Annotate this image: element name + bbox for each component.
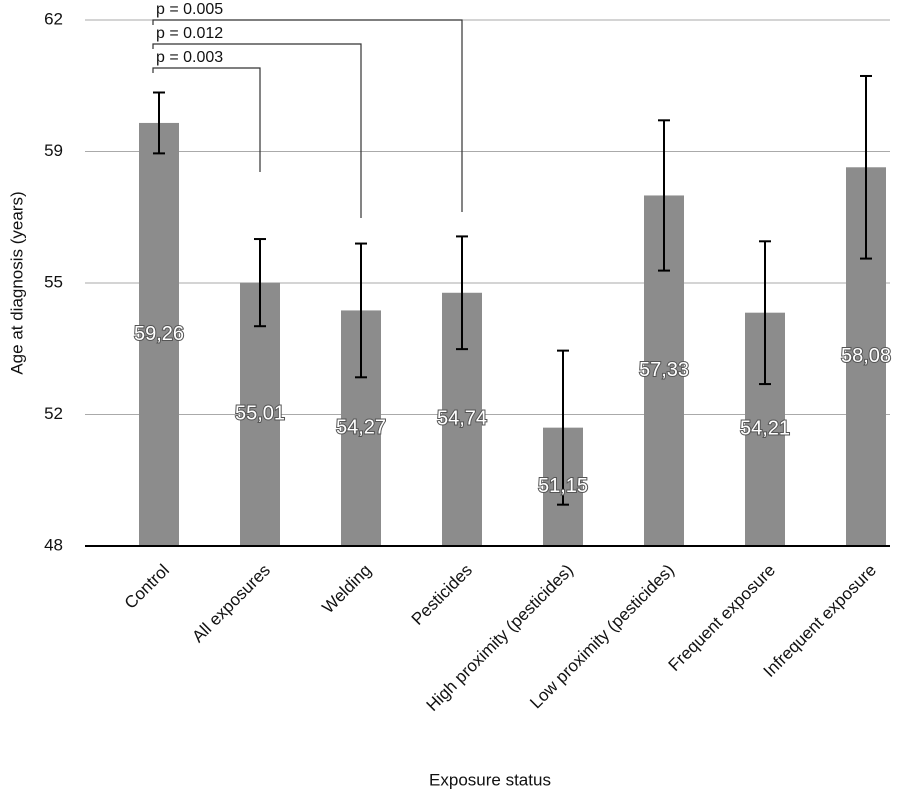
value-label: 54,74 — [437, 408, 487, 430]
value-label: 58,08 — [841, 345, 891, 367]
y-tick-label: 48 — [44, 535, 63, 554]
value-label: 54,27 — [336, 416, 386, 438]
x-axis-title: Exposure status — [429, 770, 551, 789]
significance-bracket — [152, 67, 261, 172]
x-tick-label: Pesticides — [408, 561, 476, 629]
error-bar — [355, 242, 367, 379]
error-bar — [658, 119, 670, 272]
p-value: p = 0.012 — [156, 25, 223, 42]
p-value: p = 0.003 — [156, 49, 223, 66]
error-bar — [153, 91, 165, 155]
y-axis-title: Age at diagnosis (years) — [7, 191, 26, 374]
error-bar — [254, 238, 266, 328]
error-bar — [456, 235, 468, 351]
x-tick-label: Infrequent exposure — [760, 561, 880, 681]
value-label: 51,15 — [538, 475, 588, 497]
y-tick-label: 55 — [44, 272, 63, 291]
y-tick-label: 62 — [44, 9, 63, 28]
value-label: 55,01 — [235, 403, 285, 425]
x-tick-label: Control — [121, 561, 173, 613]
x-tick-label: Welding — [318, 561, 375, 618]
error-bar — [860, 74, 872, 260]
significance-bracket — [152, 19, 463, 212]
y-tick-label: 59 — [44, 141, 63, 160]
error-bar — [759, 240, 771, 386]
value-label: 59,26 — [134, 323, 184, 345]
x-tick-label: Frequent exposure — [665, 561, 779, 675]
x-tick-label: All exposures — [188, 561, 274, 647]
value-label: 54,21 — [740, 418, 790, 440]
error-bar — [557, 349, 569, 506]
p-value: p = 0.005 — [156, 1, 223, 18]
bar — [139, 122, 179, 547]
value-label: 57,33 — [639, 359, 689, 381]
y-tick-label: 52 — [44, 404, 63, 423]
significance-bracket — [152, 43, 362, 218]
